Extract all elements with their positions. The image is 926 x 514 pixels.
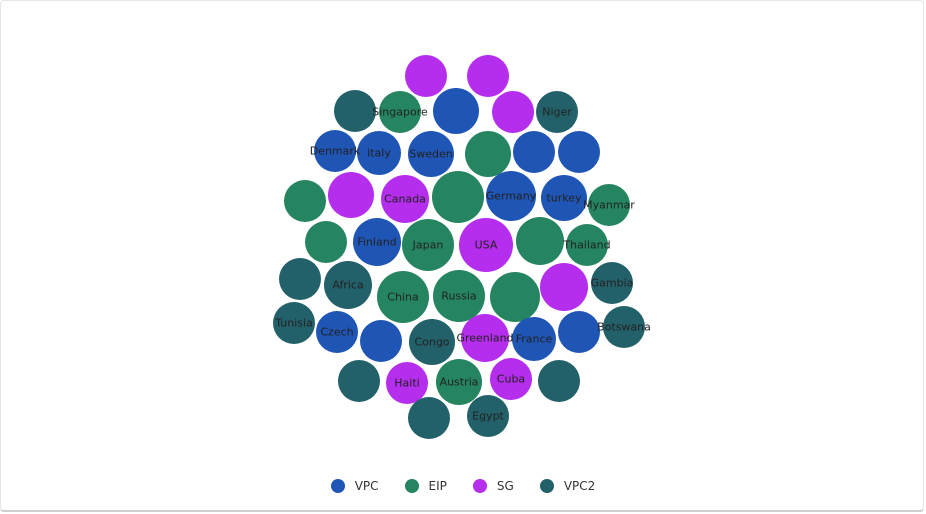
legend-item-vpc2[interactable]: VPC2	[539, 479, 596, 493]
legend-label-vpc2: VPC2	[563, 479, 596, 493]
bubble-greenland[interactable]	[461, 314, 509, 362]
bubble-label-china: China	[387, 291, 418, 304]
bubble-eip-30[interactable]	[490, 272, 540, 322]
bubble-chart: Singapore Niger Denmark italy Sweden Canada Ge…	[273, 55, 651, 439]
bubble-label-germany: Germany	[486, 190, 537, 203]
legend-swatch-sg	[472, 479, 487, 493]
bubble-vpc-12[interactable]	[558, 131, 600, 173]
bubble-eip-24[interactable]	[516, 217, 564, 265]
bubble-tunisia[interactable]	[273, 302, 315, 344]
legend-label-eip: EIP	[428, 479, 447, 493]
bubble-sg-5[interactable]	[492, 91, 534, 133]
bubble-niger[interactable]	[536, 91, 578, 133]
bubble-label-tunisia: Tunisia	[274, 317, 313, 330]
bubble-france[interactable]	[512, 317, 556, 361]
bubble-vpc2-45[interactable]	[538, 360, 580, 402]
bubble-label-czech: Czech	[320, 326, 353, 339]
bubble-label-canada: Canada	[384, 193, 426, 206]
bubble-vpc-39[interactable]	[558, 311, 600, 353]
bubble-label-greenland: Greenland	[456, 332, 513, 345]
bubble-label-france: France	[516, 333, 553, 346]
bubble-label-africa: Africa	[332, 279, 363, 292]
bubble-sg-0[interactable]	[405, 55, 447, 97]
legend-swatch-eip	[404, 479, 419, 493]
legend-item-vpc[interactable]: VPC	[330, 479, 379, 493]
bubble-label-cuba: Cuba	[497, 373, 525, 386]
legend-label-sg: SG	[496, 479, 514, 493]
bubble-japan[interactable]	[402, 219, 454, 271]
legend-swatch-vpc2	[539, 479, 554, 493]
bubble-label-haiti: Haiti	[394, 377, 419, 390]
bubble-turkey[interactable]	[541, 175, 587, 221]
bubble-germany[interactable]	[486, 171, 536, 221]
bubble-cuba[interactable]	[490, 358, 532, 400]
legend-item-sg[interactable]: SG	[472, 479, 514, 493]
bubble-austria[interactable]	[436, 359, 482, 405]
bubble-sweden[interactable]	[408, 131, 454, 177]
bubble-label-congo: Congo	[414, 336, 449, 349]
bubble-usa[interactable]	[459, 218, 513, 272]
bubble-label-finland: Finland	[357, 236, 396, 249]
bubble-russia[interactable]	[433, 270, 485, 322]
bubble-botswana[interactable]	[603, 306, 645, 348]
bubble-label-italy: italy	[367, 147, 391, 160]
bubble-canada[interactable]	[381, 175, 429, 223]
bubble-label-botswana: Botswana	[597, 321, 651, 334]
bubble-eip-20[interactable]	[305, 221, 347, 263]
bubble-sg-14[interactable]	[328, 172, 374, 218]
bubble-label-turkey: turkey	[546, 192, 582, 205]
bubble-label-thailand: Thailand	[562, 239, 610, 252]
bubble-label-usa: USA	[475, 239, 498, 252]
legend-swatch-vpc	[330, 479, 345, 493]
bubble-singapore[interactable]	[379, 91, 421, 133]
bubble-haiti[interactable]	[386, 362, 428, 404]
bubble-africa[interactable]	[324, 261, 372, 309]
legend-label-vpc: VPC	[354, 479, 379, 493]
bubble-label-myanmar: Myanmar	[583, 199, 635, 212]
legend-item-eip[interactable]: EIP	[404, 479, 447, 493]
bubble-eip-13[interactable]	[284, 180, 326, 222]
bubble-vpc-4[interactable]	[433, 88, 479, 134]
bubble-vpc2-26[interactable]	[279, 258, 321, 300]
bubble-congo[interactable]	[409, 319, 455, 365]
bubble-finland[interactable]	[353, 218, 401, 266]
bubble-italy[interactable]	[357, 131, 401, 175]
bubble-thailand[interactable]	[566, 224, 608, 266]
bubble-eip-16[interactable]	[432, 171, 484, 223]
bubble-label-japan: Japan	[412, 239, 444, 252]
bubble-denmark[interactable]	[314, 130, 356, 172]
bubble-egypt[interactable]	[467, 395, 509, 437]
bubble-eip-10[interactable]	[465, 131, 511, 177]
bubble-china[interactable]	[377, 271, 429, 323]
bubble-label-austria: Austria	[440, 376, 479, 389]
bubble-vpc2-46[interactable]	[408, 397, 450, 439]
bubble-gambia[interactable]	[591, 262, 633, 304]
bubble-sg-1[interactable]	[467, 55, 509, 97]
bubble-label-sweden: Sweden	[409, 148, 452, 161]
bubble-label-gambia: Gambia	[591, 277, 634, 290]
chart-legend: VPC EIP SG VPC2	[0, 476, 926, 496]
bubble-label-egypt: Egypt	[472, 410, 504, 423]
bubble-label-russia: Russia	[441, 290, 476, 303]
bubble-vpc-11[interactable]	[513, 131, 555, 173]
bubble-vpc2-41[interactable]	[338, 360, 380, 402]
bubble-sg-31[interactable]	[540, 263, 588, 311]
bubble-label-singapore: Singapore	[372, 106, 428, 119]
bubble-label-niger: Niger	[542, 106, 572, 119]
bubble-myanmar[interactable]	[588, 184, 630, 226]
bubble-vpc2-2[interactable]	[334, 90, 376, 132]
bubble-czech[interactable]	[316, 311, 358, 353]
bubble-label-denmark: Denmark	[310, 145, 361, 158]
bubble-vpc-35[interactable]	[360, 320, 402, 362]
